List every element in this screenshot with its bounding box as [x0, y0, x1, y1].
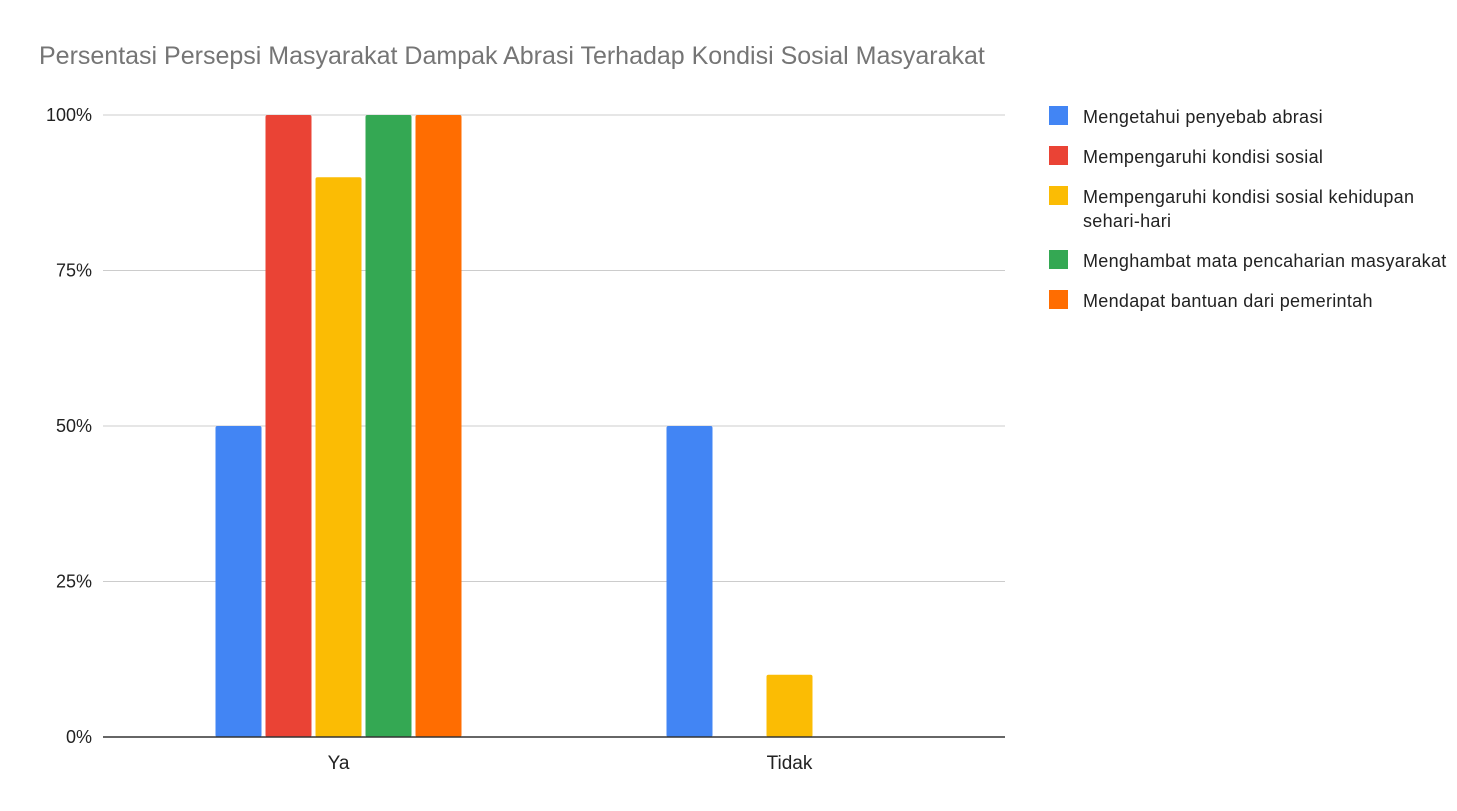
legend-label: Mempengaruhi kondisi sosial kehidupan se…	[1083, 187, 1415, 231]
legend-item: Menghambat mata pencaharian masyarakat	[1049, 249, 1449, 273]
legend-label: Mengetahui penyebab abrasi	[1083, 107, 1323, 127]
legend-item: Mempengaruhi kondisi sosial kehidupan se…	[1049, 185, 1449, 233]
y-tick-label: 25%	[56, 572, 92, 592]
chart-title: Persentasi Persepsi Masyarakat Dampak Ab…	[39, 42, 985, 70]
legend-swatch	[1049, 290, 1068, 309]
y-tick-label: 0%	[66, 727, 92, 747]
bar-1-ya	[215, 426, 262, 737]
x-category-label: Tidak	[767, 753, 813, 774]
bar-2-ya	[265, 115, 312, 737]
x-category-label: Ya	[328, 753, 350, 774]
legend-swatch	[1049, 146, 1068, 165]
bar-5-ya	[415, 115, 462, 737]
legend-label: Mempengaruhi kondisi sosial	[1083, 147, 1324, 167]
legend-label: Mendapat bantuan dari pemerintah	[1083, 291, 1373, 311]
legend: Mengetahui penyebab abrasi Mempengaruhi k…	[1049, 105, 1449, 329]
bars	[215, 115, 813, 737]
y-tick-label: 100%	[46, 105, 92, 125]
legend-swatch	[1049, 106, 1068, 125]
legend-swatch	[1049, 250, 1068, 269]
y-tick-label: 50%	[56, 416, 92, 436]
legend-label: Menghambat mata pencaharian masyarakat	[1083, 251, 1447, 271]
bar-3-tidak	[766, 674, 813, 737]
y-tick-label: 75%	[56, 261, 92, 281]
legend-item: Mengetahui penyebab abrasi	[1049, 105, 1449, 129]
legend-swatch	[1049, 186, 1068, 205]
bar-4-ya	[365, 115, 412, 737]
bar-1-tidak	[666, 426, 713, 737]
bar-3-ya	[315, 177, 362, 737]
x-axis-category-labels: Ya Tidak	[328, 753, 813, 774]
legend-item: Mempengaruhi kondisi sosial	[1049, 145, 1449, 169]
bar-chart-plot: 0% 25% 50% 75% 100% Ya Tidak	[46, 105, 1005, 774]
legend-item: Mendapat bantuan dari pemerintah	[1049, 289, 1449, 313]
y-axis-tick-labels: 0% 25% 50% 75% 100%	[46, 105, 92, 747]
